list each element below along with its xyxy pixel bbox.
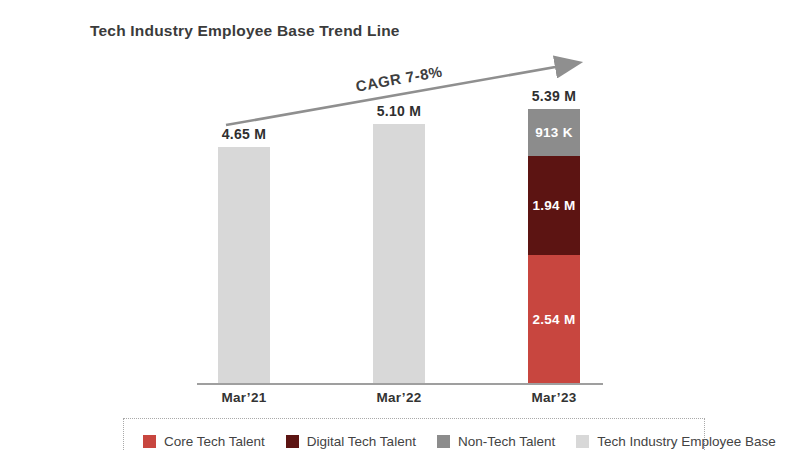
chart-canvas: Tech Industry Employee Base Trend Line C… xyxy=(0,0,800,450)
legend-color-swatch xyxy=(143,435,156,448)
bar-total-label: 4.65 M xyxy=(184,126,304,142)
x-axis-category-label: Mar’22 xyxy=(339,390,459,405)
bar-total-label: 5.10 M xyxy=(339,103,459,119)
legend-color-swatch xyxy=(576,435,589,448)
x-axis-line xyxy=(197,383,603,385)
bar-total-label: 5.39 M xyxy=(494,88,614,104)
legend: Core Tech Talent Digital Tech Talent Non-T… xyxy=(123,418,705,450)
x-axis-category-label: Mar’23 xyxy=(494,390,614,405)
legend-item: Non-Tech Talent xyxy=(437,434,555,449)
legend-color-swatch xyxy=(437,435,450,448)
segment-value-label: 913 K xyxy=(535,125,573,140)
legend-label: Digital Tech Talent xyxy=(307,434,416,449)
cagr-annotation: CAGR 7-8% xyxy=(354,63,443,95)
legend-item: Core Tech Talent xyxy=(143,434,265,449)
chart-title: Tech Industry Employee Base Trend Line xyxy=(90,22,400,40)
x-axis-category-label: Mar’21 xyxy=(184,390,304,405)
bar-segment: 913 K xyxy=(528,109,580,155)
bar-segment xyxy=(373,124,425,384)
legend-label: Core Tech Talent xyxy=(164,434,265,449)
legend-color-swatch xyxy=(286,435,299,448)
legend-item: Tech Industry Employee Base xyxy=(576,434,776,449)
legend-label: Tech Industry Employee Base xyxy=(597,434,776,449)
segment-value-label: 2.54 M xyxy=(532,312,575,327)
legend-label: Non-Tech Talent xyxy=(458,434,555,449)
bar-segment: 1.94 M xyxy=(528,156,580,255)
bar-segment: 2.54 M xyxy=(528,255,580,384)
segment-value-label: 1.94 M xyxy=(532,198,575,213)
bar-segment xyxy=(218,147,270,384)
legend-item: Digital Tech Talent xyxy=(286,434,416,449)
